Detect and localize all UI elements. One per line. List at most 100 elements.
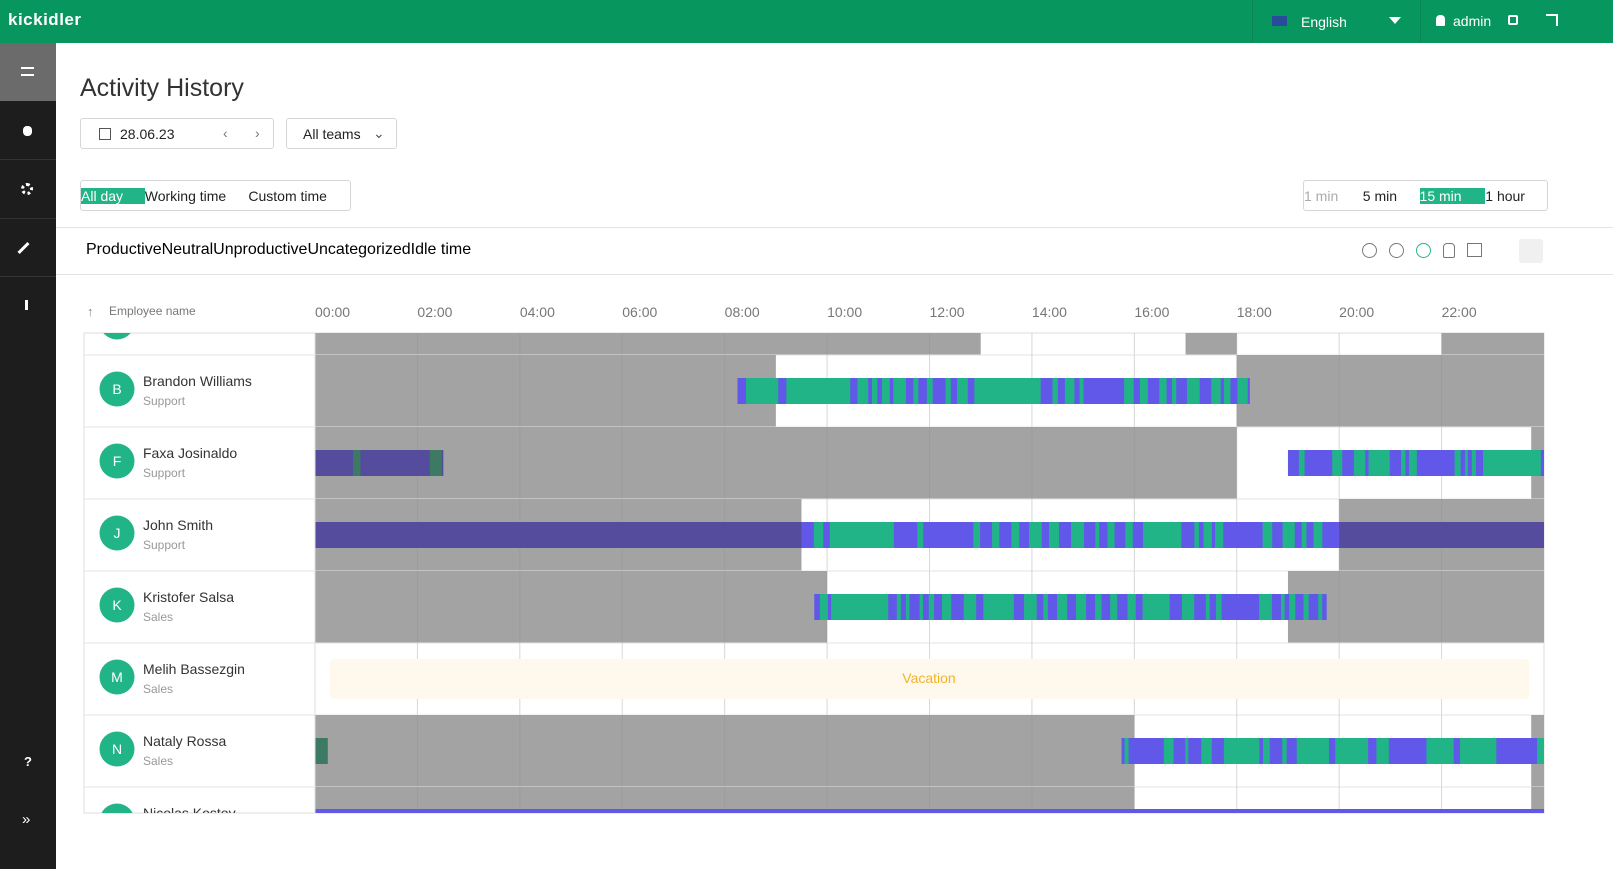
legend-label: Neutral: [161, 241, 214, 258]
avatar-initial: N: [112, 813, 122, 829]
activity-segment: [819, 594, 829, 620]
activity-segment: [1099, 522, 1108, 548]
activity-segment: [801, 522, 815, 548]
top-bar: kickidler English admin: [0, 0, 1613, 43]
legend-item[interactable]: Productive: [86, 241, 162, 259]
activity-segment: [1064, 378, 1075, 404]
legend-label: Uncategorized: [307, 241, 411, 258]
fullscreen-icon[interactable]: [1546, 14, 1558, 26]
activity-segment: [945, 378, 952, 404]
zoom-select[interactable]: [1416, 243, 1431, 258]
hour-label: 14:00: [1032, 304, 1067, 320]
dropdown-arrow[interactable]: [1389, 17, 1401, 24]
activity-segment: [877, 378, 883, 404]
activity-segment: [1117, 594, 1128, 620]
activity-segment: [429, 450, 442, 476]
legend-item[interactable]: Idle time: [411, 241, 471, 259]
date-picker[interactable]: 28.06.23 ‹ ›: [80, 118, 274, 149]
activity-segment: [1071, 522, 1085, 548]
activity-segment: [1322, 522, 1340, 548]
activity-segment: [746, 378, 779, 404]
tab[interactable]: 5 min: [1362, 187, 1397, 204]
user-icon[interactable]: [23, 126, 32, 136]
activity-segment: [1263, 738, 1271, 764]
avatar: [99, 731, 135, 767]
legend-item[interactable]: Neutral: [162, 241, 214, 259]
tab[interactable]: All day: [81, 187, 145, 204]
hour-label: 00:00: [315, 304, 350, 320]
employee-name: Melih Bassezgin: [143, 661, 245, 677]
hour-label: 22:00: [1442, 304, 1477, 320]
activity-segment: [786, 378, 851, 404]
legend-item[interactable]: Unproductive: [213, 241, 307, 259]
activity-segment: [1124, 378, 1134, 404]
activity-segment: [1400, 450, 1406, 476]
download[interactable]: [1519, 239, 1543, 263]
activity-segment: [934, 594, 943, 620]
employee-team: Sales: [143, 610, 173, 624]
column-header: Employee name: [109, 304, 196, 318]
activity-segment: [1121, 738, 1125, 764]
activity-segment: [827, 594, 832, 620]
activity-segment: [1169, 594, 1183, 620]
user[interactable]: admin: [1453, 13, 1492, 29]
activity-segment: [1142, 594, 1171, 620]
activity-segment: [974, 378, 1041, 404]
user-icon: [1436, 15, 1445, 26]
activity-segment: [976, 594, 984, 620]
prev-day[interactable]: ‹: [223, 125, 228, 141]
activity-segment: [1107, 522, 1115, 548]
tab[interactable]: 1 hour: [1485, 187, 1525, 204]
activity-segment: [1095, 522, 1100, 548]
avatar: [99, 371, 135, 407]
zoom-out[interactable]: [1389, 243, 1404, 258]
page-title: Activity History: [80, 74, 244, 102]
info-icon[interactable]: [25, 300, 28, 310]
tab[interactable]: Working time: [144, 187, 227, 204]
pan[interactable]: [1443, 243, 1455, 258]
logout-icon[interactable]: [1508, 15, 1518, 25]
activity-segment: [963, 594, 977, 620]
settings-icon[interactable]: [21, 183, 33, 195]
home[interactable]: [1467, 243, 1482, 257]
activity-segment: [1269, 738, 1283, 764]
activity-segment: [1223, 522, 1263, 548]
off-hours: [1236, 355, 1544, 427]
language[interactable]: English: [1301, 14, 1347, 30]
activity-segment: [1173, 738, 1186, 764]
sidebar: ? »: [0, 43, 56, 869]
activity-segment: [951, 594, 965, 620]
activity-segment: [1135, 594, 1143, 620]
activity-segment: [1201, 738, 1213, 764]
activity-segment: [1405, 450, 1410, 476]
activity-segment: [1095, 594, 1102, 620]
tab[interactable]: 15 min: [1419, 187, 1486, 204]
activity-segment: [1067, 594, 1077, 620]
activity-segment: [1259, 738, 1264, 764]
expand-icon[interactable]: »: [22, 811, 31, 828]
activity-segment: [1298, 450, 1305, 476]
activity-segment: [1171, 378, 1177, 404]
activity-segment: [814, 594, 821, 620]
team-select[interactable]: All teams ⌄: [286, 118, 397, 149]
activity-segment: [441, 450, 444, 476]
activity-segment: [1223, 738, 1260, 764]
tab[interactable]: 1 min: [1304, 187, 1339, 204]
idle-block: [315, 522, 802, 548]
activity-segment: [1124, 738, 1129, 764]
help-icon[interactable]: ?: [24, 754, 32, 769]
tab[interactable]: Custom time: [248, 187, 327, 204]
activity-segment: [1453, 738, 1461, 764]
activity-segment: [1389, 450, 1402, 476]
activity-segment: [893, 378, 907, 404]
activity-segment: [932, 378, 946, 404]
activity-segment: [881, 378, 891, 404]
legend-item[interactable]: Uncategorized: [307, 241, 410, 259]
menu-item-active[interactable]: [0, 43, 56, 101]
logo[interactable]: kickidler: [8, 10, 82, 29]
next-day[interactable]: ›: [255, 125, 260, 141]
off-hours: [315, 333, 981, 355]
activity-segment: [1540, 450, 1544, 476]
zoom-in[interactable]: [1362, 243, 1377, 258]
activity-segment: [1416, 450, 1455, 476]
